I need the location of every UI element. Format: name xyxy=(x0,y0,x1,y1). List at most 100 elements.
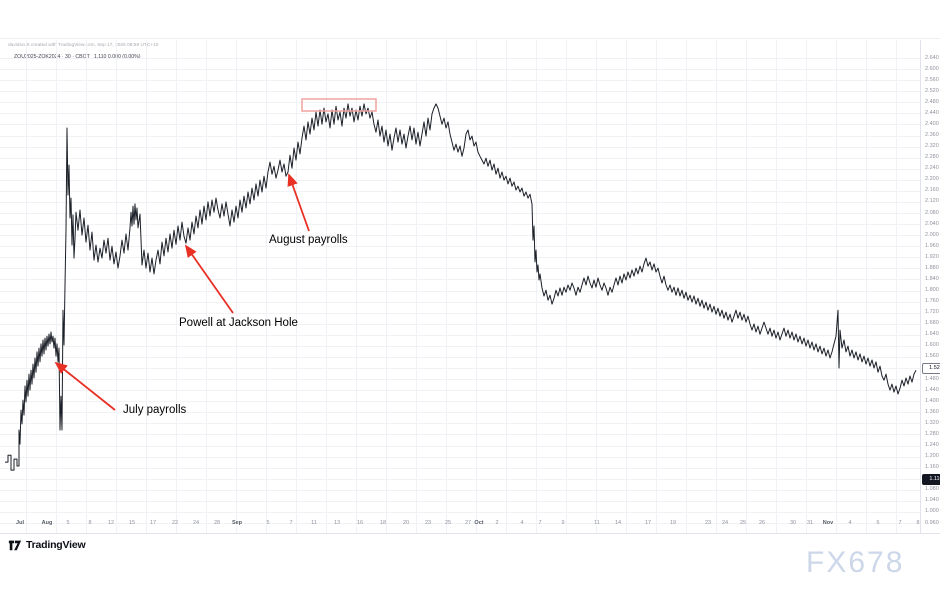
time-axis-label: 13 xyxy=(333,520,341,526)
tradingview-logo-text: TradingView xyxy=(26,539,86,551)
time-axis-label: 6 xyxy=(876,520,880,526)
time-axis-label: 17 xyxy=(644,520,652,526)
price-axis-label: 2.400 xyxy=(925,120,939,127)
price-axis-label: 1.000 xyxy=(925,508,939,515)
time-axis-label: 11 xyxy=(594,520,600,526)
time-axis-label: 2 xyxy=(495,520,499,526)
price-axis-label: 1.600 xyxy=(925,342,939,349)
time-axis-label: 5 xyxy=(266,520,270,526)
time-axis-label: 4 xyxy=(520,520,524,526)
price-axis-label: 1.040 xyxy=(925,497,939,504)
price-axis-label: 2.480 xyxy=(925,98,939,105)
time-axis-label: 23 xyxy=(424,520,432,526)
price-axis-label: 1.800 xyxy=(925,287,939,293)
price-axis-label: 1.560 xyxy=(925,353,939,360)
time-axis-label: 20 xyxy=(402,520,410,526)
annotation-powell-jackson-hole[interactable]: Powell at Jackson Hole xyxy=(179,317,298,329)
annotation-arrow[interactable] xyxy=(184,244,234,314)
price-axis-label: 1.360 xyxy=(925,408,939,415)
time-axis-label: 24 xyxy=(192,520,200,526)
price-axis-label: 1.320 xyxy=(925,419,939,426)
price-axis-label: 0.960 xyxy=(925,519,939,526)
price-axis-label: 1.760 xyxy=(925,298,939,305)
price-axis-label: 2.320 xyxy=(925,143,939,150)
time-axis-label: 11 xyxy=(311,520,317,526)
time-axis-label: 31 xyxy=(806,520,814,526)
symbol-quote: 1.110 0.000 (0.00%) xyxy=(93,54,141,60)
time-axis-label: 27 xyxy=(464,520,472,526)
time-axis-label: Oct xyxy=(474,520,484,526)
price-axis-label: 1.920 xyxy=(925,253,939,260)
time-axis-label: 14 xyxy=(614,520,622,526)
price-axis-label: 2.640 xyxy=(925,54,939,61)
price-axis-label: 2.120 xyxy=(925,198,939,205)
time-axis-label: Jul xyxy=(16,520,24,526)
price-axis-label: 2.080 xyxy=(925,209,939,216)
grid-lines xyxy=(0,40,920,533)
symbol-name: ZQU2025-ZQK2024 · 30 · CBOT xyxy=(14,54,90,60)
time-axis-label: 22 xyxy=(171,520,179,526)
last-price-label: 1.520 xyxy=(922,362,940,374)
price-axis-label: 2.520 xyxy=(925,87,939,94)
time-axis-label: 26 xyxy=(758,520,766,526)
annotation-july-payrolls[interactable]: July payrolls xyxy=(123,404,187,416)
time-axis-label: 7 xyxy=(289,520,293,526)
annotation-arrow[interactable] xyxy=(287,173,310,232)
annotation-august-payrolls[interactable]: August payrolls xyxy=(269,234,348,246)
time-axis-label: Nov xyxy=(822,520,834,526)
time-axis-label: 8 xyxy=(916,520,920,526)
time-axis-label: 18 xyxy=(379,520,387,526)
time-axis-label: 4 xyxy=(848,520,852,526)
price-axis-label: 1.960 xyxy=(925,242,939,249)
price-axis-label: 2.000 xyxy=(925,231,939,238)
price-axis-label: 2.160 xyxy=(925,187,939,194)
price-axis-label: 1.880 xyxy=(925,264,939,271)
price-axis-label: 1.480 xyxy=(925,375,939,382)
fx678-watermark: FX678 xyxy=(806,546,905,579)
time-axis-label: 9 xyxy=(561,520,565,526)
price-axis-label: 1.160 xyxy=(925,464,939,471)
price-axis-label: 2.280 xyxy=(925,154,939,161)
time-axis-label: 15 xyxy=(128,520,136,526)
price-axis-label: 2.040 xyxy=(925,220,939,227)
last-price-label: 1.110 xyxy=(922,473,940,485)
price-line-series[interactable] xyxy=(5,103,917,471)
tradingview-logo-icon xyxy=(8,540,22,551)
time-axis-label: 28 xyxy=(213,520,221,526)
time-axis-label: 7 xyxy=(898,520,902,526)
time-axis-label: Aug xyxy=(41,520,53,526)
price-axis-label: 1.440 xyxy=(925,386,939,393)
time-axis-label: 8 xyxy=(88,520,92,526)
price-axis-label: 2.200 xyxy=(925,176,939,183)
price-axis-label: 2.600 xyxy=(925,65,939,72)
time-axis-label: 17 xyxy=(149,520,157,526)
time-axis-label: 7 xyxy=(538,520,542,526)
price-axis-label: 1.200 xyxy=(925,453,939,460)
price-axis-label: 1.840 xyxy=(925,275,939,282)
price-axis-label: 2.360 xyxy=(925,132,939,138)
time-axis-label: 19 xyxy=(669,520,677,526)
price-axis-label: 2.440 xyxy=(925,109,939,116)
price-axis-label: 1.400 xyxy=(925,397,939,404)
highlight-rectangle[interactable] xyxy=(301,98,377,112)
price-axis-label: 1.720 xyxy=(925,309,939,316)
annotation-arrow[interactable] xyxy=(54,361,116,411)
time-axis-label: 16 xyxy=(356,520,364,526)
symbol-header: ZQU2025-ZQK2024 · 30 · CBOT 1.110 0.000 (… xyxy=(14,54,141,61)
tradingview-logo[interactable]: TradingView xyxy=(8,538,86,552)
price-axis-label: 1.640 xyxy=(925,331,939,338)
time-axis-label: 24 xyxy=(721,520,729,526)
price-axis-label: 2.560 xyxy=(925,76,939,83)
time-axis-label: 25 xyxy=(444,520,452,526)
chart-attribution: davidscutt created with TradingView.com,… xyxy=(8,43,159,48)
price-axis-label: 2.240 xyxy=(925,165,939,172)
time-axis-label: 12 xyxy=(107,520,115,526)
time-axis-label: 25 xyxy=(739,520,747,526)
price-axis-label: 1.240 xyxy=(925,442,939,448)
price-axis-label: 1.280 xyxy=(925,430,939,437)
time-axis-label: Sep xyxy=(231,520,243,526)
time-axis-label: 30 xyxy=(789,520,797,526)
price-axis-label: 1.680 xyxy=(925,320,939,327)
